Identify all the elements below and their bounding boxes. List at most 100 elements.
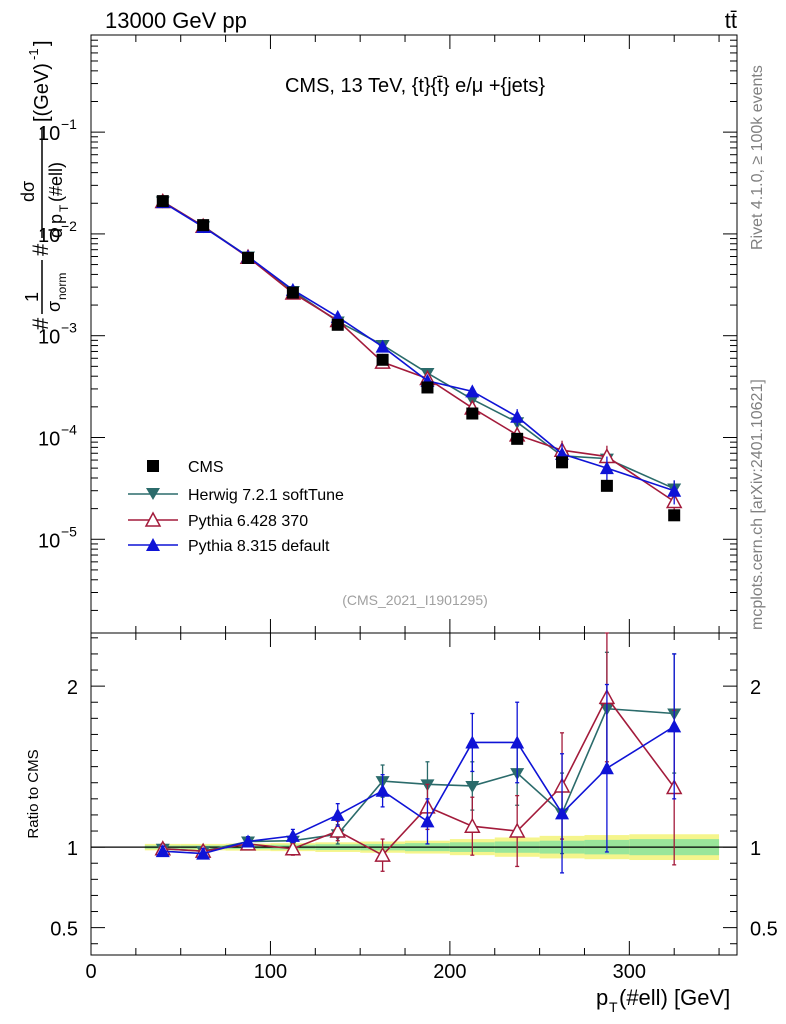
main-y-tick-label: 10 −2 bbox=[38, 218, 77, 247]
data-point bbox=[197, 219, 210, 232]
ylabel-one: 1 bbox=[22, 292, 42, 302]
data-point bbox=[510, 409, 525, 423]
ratio-point bbox=[420, 814, 435, 828]
legend-label-cms: CMS bbox=[188, 459, 224, 476]
y-tick-exponent: −5 bbox=[61, 523, 77, 539]
legend-label-pythia6: Pythia 6.428 370 bbox=[188, 513, 308, 530]
ratio-ticks bbox=[90, 633, 737, 955]
ratio-point bbox=[465, 780, 480, 793]
chart-title: CMS, 13 TeV, {t}{t̄} e/μ +{jets} bbox=[285, 75, 545, 97]
rivet-label: Rivet 4.1.0, ≥ 100k events bbox=[749, 65, 766, 250]
data-point bbox=[156, 195, 169, 208]
x-tick-labels: 0 100 200 300 bbox=[85, 961, 646, 983]
legend-entry-cms: CMS bbox=[147, 459, 224, 476]
ratio-point bbox=[465, 735, 480, 749]
main-ticks bbox=[90, 34, 737, 633]
ylabel-hash2: # bbox=[28, 243, 53, 256]
data-point bbox=[667, 483, 682, 497]
legend-marker-pythia6 bbox=[144, 511, 162, 527]
x-axis-label: p T (#ell) [GeV] bbox=[596, 985, 730, 1015]
legend-marker-pythia8 bbox=[146, 538, 160, 551]
ylabel-unit-exp: -1 bbox=[26, 48, 41, 60]
ratio-point bbox=[464, 817, 481, 833]
ratio-frame bbox=[90, 632, 738, 956]
legend-entry-herwig: Herwig 7.2.1 softTune bbox=[128, 487, 344, 504]
y-tick-mantissa: 10 bbox=[38, 123, 60, 145]
ylabel-unit-close: ] bbox=[31, 40, 53, 46]
ratio-point bbox=[330, 807, 345, 821]
ylabel-t: T bbox=[57, 204, 71, 212]
main-y-tick-label: 10 −5 bbox=[38, 523, 77, 552]
chart-watermark: (CMS_2021_I1901295) bbox=[342, 592, 488, 608]
ratio-line bbox=[162, 725, 675, 855]
data-point bbox=[376, 353, 389, 366]
ratio-series-2 bbox=[155, 653, 682, 874]
main-y-tick-labels: 10−510−410−310−210−1 bbox=[38, 116, 77, 552]
data-point bbox=[600, 479, 613, 492]
main-y-tick-label: 10 −3 bbox=[38, 320, 77, 349]
series-1 bbox=[155, 196, 682, 498]
ratio-point bbox=[667, 719, 682, 733]
y-tick-mantissa: 10 bbox=[38, 530, 60, 552]
ylabel-p: p bbox=[46, 214, 66, 224]
header-left-label: 13000 GeV pp bbox=[105, 8, 247, 33]
ratio-line bbox=[162, 695, 675, 857]
legend-entry-pythia6: Pythia 6.428 370 bbox=[128, 511, 308, 530]
legend-marker-herwig bbox=[146, 488, 160, 500]
ratio-y-tick-label-right: 1 bbox=[750, 838, 761, 860]
ratio-point bbox=[374, 846, 391, 862]
data-point bbox=[465, 384, 480, 398]
ratio-y-tick-label-left: 0.5 bbox=[50, 919, 78, 941]
main-y-tick-label: 10 −4 bbox=[38, 421, 77, 450]
ratio-y-tick-label-right: 0.5 bbox=[750, 919, 778, 941]
data-point bbox=[511, 432, 524, 445]
main-y-tick-label: 10 −1 bbox=[38, 116, 77, 145]
ratio-point bbox=[555, 806, 570, 820]
series-line bbox=[162, 200, 675, 490]
ylabel-hash1: # bbox=[28, 317, 53, 330]
data-point bbox=[668, 509, 681, 522]
xlabel-p: p bbox=[596, 985, 608, 1010]
y-tick-exponent: −2 bbox=[61, 218, 77, 234]
y-tick-exponent: −4 bbox=[61, 421, 77, 437]
data-point bbox=[599, 461, 614, 475]
ratio-series-0 bbox=[155, 651, 682, 859]
ratio-point bbox=[284, 840, 302, 856]
data-point bbox=[242, 251, 255, 264]
data-point bbox=[421, 381, 434, 394]
main-series bbox=[154, 192, 683, 522]
ylabel-unit: [(GeV) bbox=[31, 63, 53, 122]
ratio-y-tick-label-left: 2 bbox=[67, 677, 78, 699]
main-panel: 10−510−410−310−210−1 CMS, 13 TeV, {t}{t̄… bbox=[18, 34, 738, 634]
ratio-point bbox=[510, 735, 525, 749]
legend: CMS Herwig 7.2.1 softTune Pythia 6.428 3… bbox=[128, 459, 344, 555]
ratio-point bbox=[599, 761, 614, 775]
series-line bbox=[162, 200, 675, 503]
main-y-axis-label: # 1 σ norm # dσ d p T (#ell) [(GeV) -1 ] bbox=[18, 40, 71, 330]
y-tick-mantissa: 10 bbox=[38, 327, 60, 349]
data-point bbox=[331, 318, 344, 331]
ylabel-ell: (#ell) bbox=[46, 162, 66, 202]
legend-entry-pythia8: Pythia 8.315 default bbox=[128, 538, 330, 555]
legend-marker-cms bbox=[147, 460, 159, 472]
legend-label-herwig: Herwig 7.2.1 softTune bbox=[188, 487, 344, 504]
ratio-y-tick-label-left: 1 bbox=[67, 838, 78, 860]
ratio-uncertainty-band bbox=[91, 834, 737, 861]
y-tick-exponent: −3 bbox=[61, 320, 77, 336]
mcplots-label: mcplots.cern.ch [arXiv:2401.10621] bbox=[749, 379, 766, 630]
data-point bbox=[375, 339, 390, 353]
ylabel-d: d bbox=[46, 228, 66, 238]
ylabel-dsigma: dσ bbox=[18, 181, 38, 202]
ylabel-norm: norm bbox=[55, 273, 69, 300]
ratio-point bbox=[329, 822, 346, 838]
x-tick-label: 200 bbox=[433, 961, 466, 983]
ratio-point bbox=[241, 834, 256, 848]
x-tick-label: 100 bbox=[254, 961, 287, 983]
y-tick-mantissa: 10 bbox=[38, 225, 60, 247]
y-tick-mantissa: 10 bbox=[38, 428, 60, 450]
x-tick-label: 0 bbox=[85, 961, 96, 983]
xlabel-t: T bbox=[609, 999, 618, 1015]
ratio-series bbox=[154, 632, 683, 874]
ratio-line bbox=[162, 707, 675, 852]
